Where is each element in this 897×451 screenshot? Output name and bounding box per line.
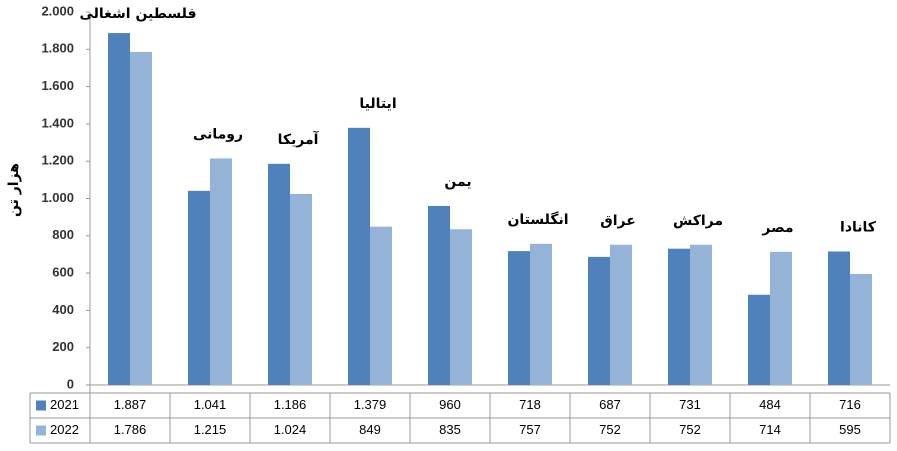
- table-value: 731: [679, 397, 701, 412]
- y-tick-label: 800: [52, 227, 74, 242]
- y-tick-label: 1.800: [41, 41, 74, 56]
- category-label: یمن: [444, 174, 471, 190]
- table-value: 835: [439, 422, 461, 437]
- bar: [850, 274, 872, 385]
- bar: [348, 127, 370, 385]
- category-label: انگلستان: [507, 211, 568, 228]
- table-value: 960: [439, 397, 461, 412]
- table-value: 1.215: [194, 422, 227, 437]
- legend-label: 2022: [50, 422, 79, 437]
- y-tick-label: 600: [52, 265, 74, 280]
- bar: [530, 243, 552, 385]
- category-label: کانادا: [840, 219, 877, 235]
- table-value: 1.887: [114, 397, 147, 412]
- table-value: 757: [519, 422, 541, 437]
- bar: [428, 205, 450, 385]
- table-value: 849: [359, 422, 381, 437]
- bar: [268, 163, 290, 385]
- bar: [690, 244, 712, 385]
- bar: [828, 251, 850, 385]
- category-label: رومانی: [193, 126, 243, 142]
- bar: [610, 244, 632, 385]
- legend-swatch: [36, 425, 46, 436]
- legend-swatch: [36, 400, 46, 411]
- table-value: 752: [599, 422, 621, 437]
- y-tick-label: 2.000: [41, 3, 74, 18]
- y-tick-label: 400: [52, 302, 74, 317]
- bar: [370, 226, 392, 385]
- table-value: 687: [599, 397, 621, 412]
- table-value: 714: [759, 422, 781, 437]
- bar: [588, 256, 610, 385]
- table-value: 1.024: [274, 422, 307, 437]
- y-axis-title: هزار تن: [6, 163, 22, 217]
- category-label: آمریکا: [278, 130, 320, 148]
- bar: [668, 248, 690, 385]
- table-value: 595: [839, 422, 861, 437]
- bar: [188, 190, 210, 385]
- y-tick-label: 1.600: [41, 78, 74, 93]
- legend-label: 2021: [50, 397, 79, 412]
- bar: [108, 33, 130, 386]
- table-value: 484: [759, 397, 781, 412]
- table-value: 1.379: [354, 397, 387, 412]
- table-value: 1.041: [194, 397, 227, 412]
- table-value: 1.786: [114, 422, 147, 437]
- category-label: عراق: [600, 213, 636, 229]
- table-value: 1.186: [274, 397, 307, 412]
- category-label: مصر: [761, 220, 793, 236]
- y-tick-label: 200: [52, 339, 74, 354]
- bar: [770, 251, 792, 385]
- y-tick-label: 0: [67, 376, 74, 391]
- y-tick-label: 1.200: [41, 153, 74, 168]
- table-value: 752: [679, 422, 701, 437]
- category-label: ایتالیا: [359, 96, 396, 112]
- table-value: 716: [839, 397, 861, 412]
- table-value: 718: [519, 397, 541, 412]
- bar: [130, 51, 152, 385]
- y-tick-label: 1.000: [41, 190, 74, 205]
- y-tick-label: 1.400: [41, 115, 74, 130]
- bar: [450, 229, 472, 385]
- category-label: مراکش: [673, 213, 723, 229]
- bar: [210, 158, 232, 385]
- bar: [748, 294, 770, 385]
- category-label: فلسطين اشغالی: [79, 6, 196, 22]
- bar: [290, 194, 312, 385]
- bar: [508, 251, 530, 385]
